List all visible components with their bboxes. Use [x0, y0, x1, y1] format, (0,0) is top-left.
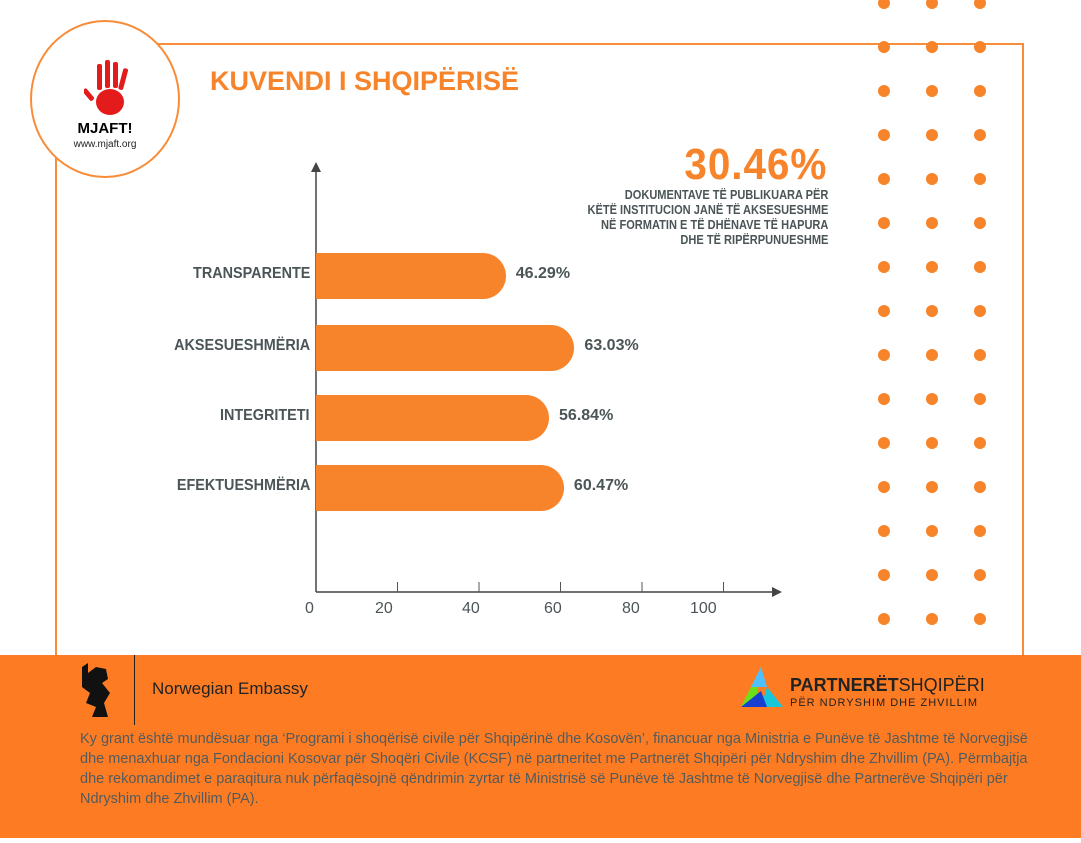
desc-line: NË FORMATIN E TË DHËNAVE TË HAPURA — [600, 217, 828, 232]
dot — [878, 393, 890, 405]
category-label: EFEKTUESHMËRIA — [176, 477, 310, 494]
disclaimer-text: Ky grant është mundësuar nga ‘Programi i… — [80, 731, 1028, 807]
x-tick-label: 0 — [305, 600, 314, 617]
dot — [878, 613, 890, 625]
footer: Norwegian Embassy PARTNERËTSHQIPËRI PËR … — [0, 655, 1081, 838]
dot — [878, 261, 890, 273]
dot — [974, 0, 986, 9]
highlight-value: 30.46% — [684, 140, 827, 189]
dot — [974, 85, 986, 97]
dot — [926, 437, 938, 449]
partneret-triangle-icon — [741, 667, 783, 707]
dot — [926, 41, 938, 53]
dot — [974, 305, 986, 317]
dot — [974, 393, 986, 405]
dot — [878, 129, 890, 141]
dot — [878, 525, 890, 537]
dot — [926, 0, 938, 9]
dot — [974, 261, 986, 273]
category-label: INTEGRITETI — [220, 407, 310, 424]
x-tick-label: 60 — [544, 600, 562, 617]
desc-line: DOKUMENTAVE TË PUBLIKUARA PËR — [624, 187, 828, 202]
category-label: AKSESUESHMËRIA — [173, 337, 310, 354]
dot — [974, 217, 986, 229]
dot — [974, 525, 986, 537]
dot — [878, 173, 890, 185]
dot — [974, 613, 986, 625]
dot — [974, 349, 986, 361]
dot — [878, 305, 890, 317]
x-tick-label: 40 — [462, 600, 480, 617]
norwegian-lion-icon — [82, 663, 110, 717]
dot — [974, 481, 986, 493]
dot — [878, 85, 890, 97]
dot — [878, 0, 890, 9]
mjaft-logo: MJAFT! www.mjaft.org — [30, 20, 180, 178]
desc-line: DHE TË RIPËRPUNUESHME — [680, 232, 828, 247]
dot — [926, 393, 938, 405]
partner-name-light: SHQIPËRI — [898, 675, 985, 695]
dot — [926, 129, 938, 141]
bar — [316, 253, 506, 299]
bar — [316, 325, 575, 371]
divider — [134, 655, 135, 725]
logo-name: MJAFT! — [77, 120, 133, 137]
dot — [878, 349, 890, 361]
dot — [926, 173, 938, 185]
desc-line: KËTË INSTITUCION JANË TË AKSESUESHME — [587, 202, 828, 217]
dot — [878, 437, 890, 449]
dot — [926, 85, 938, 97]
dot — [878, 481, 890, 493]
value-label: 46.29% — [515, 265, 571, 282]
dot — [974, 129, 986, 141]
dot — [926, 569, 938, 581]
dot — [974, 569, 986, 581]
red-hand-icon — [84, 60, 129, 115]
dot — [974, 437, 986, 449]
partner-name: PARTNERËTSHQIPËRI — [790, 675, 985, 696]
embassy-label: Norwegian Embassy — [152, 679, 308, 698]
content-frame — [55, 43, 1024, 683]
bar — [316, 395, 550, 441]
value-label: 60.47% — [573, 477, 629, 494]
dot — [878, 569, 890, 581]
dot — [926, 217, 938, 229]
x-tick-label: 20 — [375, 600, 393, 617]
logo-url: www.mjaft.org — [73, 139, 137, 150]
highlight-description: DOKUMENTAVE TË PUBLIKUARA PËR KËTË INSTI… — [587, 187, 828, 247]
x-tick-label: 80 — [622, 600, 640, 617]
dot — [926, 613, 938, 625]
partner-name-bold: PARTNERËT — [790, 675, 899, 695]
dot — [974, 41, 986, 53]
dot — [926, 261, 938, 273]
partner-subtitle: PËR NDRYSHIM DHE ZHVILLIM — [790, 697, 978, 709]
value-label: 63.03% — [584, 337, 639, 354]
bar — [316, 465, 564, 511]
dot — [926, 349, 938, 361]
page-title: KUVENDI I SHQIPËRISË — [210, 66, 520, 96]
x-tick-label: 100 — [690, 600, 717, 617]
category-label: TRANSPARENTE — [192, 265, 310, 282]
dot — [926, 481, 938, 493]
dot — [926, 305, 938, 317]
dot — [974, 173, 986, 185]
dot — [926, 525, 938, 537]
dot — [878, 41, 890, 53]
dot — [878, 217, 890, 229]
value-label: 56.84% — [559, 407, 614, 424]
